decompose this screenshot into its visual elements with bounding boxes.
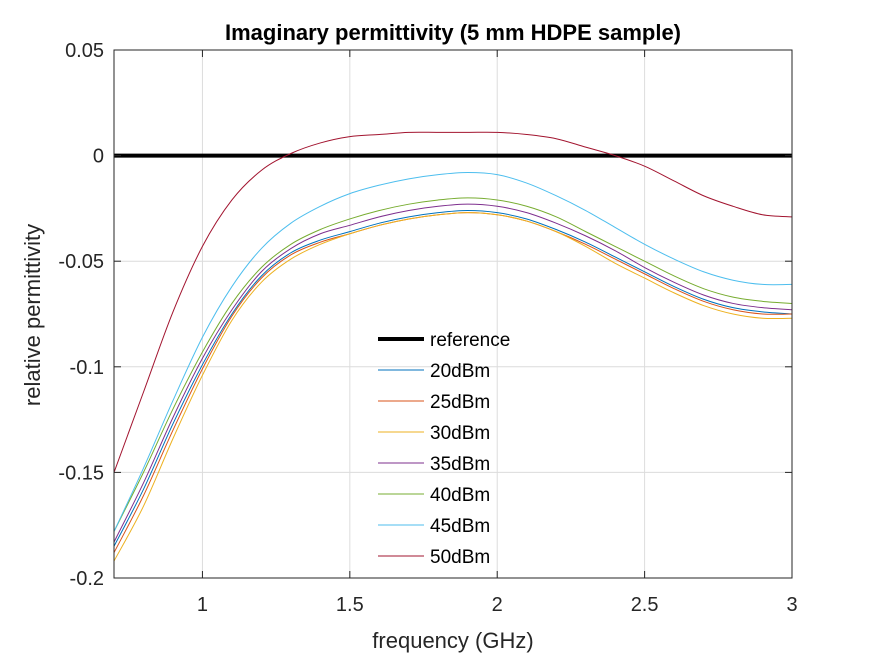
series-group xyxy=(114,131,792,562)
x-tick-label: 1.5 xyxy=(336,594,364,616)
series-line-45dbm xyxy=(114,172,792,532)
legend-label-25dbm: 25dBm xyxy=(430,392,490,413)
plot-background xyxy=(114,50,792,578)
chart-title: Imaginary permittivity (5 mm HDPE sample… xyxy=(225,20,681,45)
series-line-30dbm xyxy=(114,212,792,562)
x-tick-label: 1 xyxy=(197,594,208,616)
legend-label-20dbm: 20dBm xyxy=(430,361,490,382)
series-line-20dbm xyxy=(114,210,792,547)
y-tick-label: -0.2 xyxy=(70,568,104,590)
series-line-35dbm xyxy=(114,203,792,543)
legend: reference 20dBm 25dBm 30dBm 35dBm 40dBm 45dBm 5… xyxy=(378,330,510,568)
x-tick-label: 2.5 xyxy=(631,594,659,616)
y-tick-label: 0.05 xyxy=(65,40,104,62)
y-axis-label: relative permittivity xyxy=(20,224,45,406)
x-tick-label: 2 xyxy=(492,594,503,616)
x-axis-label: frequency (GHz) xyxy=(372,628,533,653)
series-line-40dbm xyxy=(114,197,792,532)
y-tick-label: -0.05 xyxy=(58,251,104,273)
y-tick-label: -0.15 xyxy=(58,462,104,484)
legend-label-reference: reference xyxy=(430,330,510,351)
legend-label-40dbm: 40dBm xyxy=(430,485,490,506)
plot-area: 1 1.5 2 2.5 3 -0.2 -0.15 -0.1 -0.05 0 0.05 referenc… xyxy=(58,40,797,616)
legend-label-45dbm: 45dBm xyxy=(430,516,490,537)
y-tick-label: -0.1 xyxy=(70,357,104,379)
legend-label-35dbm: 35dBm xyxy=(430,454,490,475)
x-tick-label: 3 xyxy=(786,594,797,616)
legend-label-50dbm: 50dBm xyxy=(430,547,490,568)
legend-label-30dbm: 30dBm xyxy=(430,423,490,444)
series-line-50dbm xyxy=(114,131,792,473)
y-tick-label: 0 xyxy=(93,146,104,168)
axes-box xyxy=(113,49,793,579)
